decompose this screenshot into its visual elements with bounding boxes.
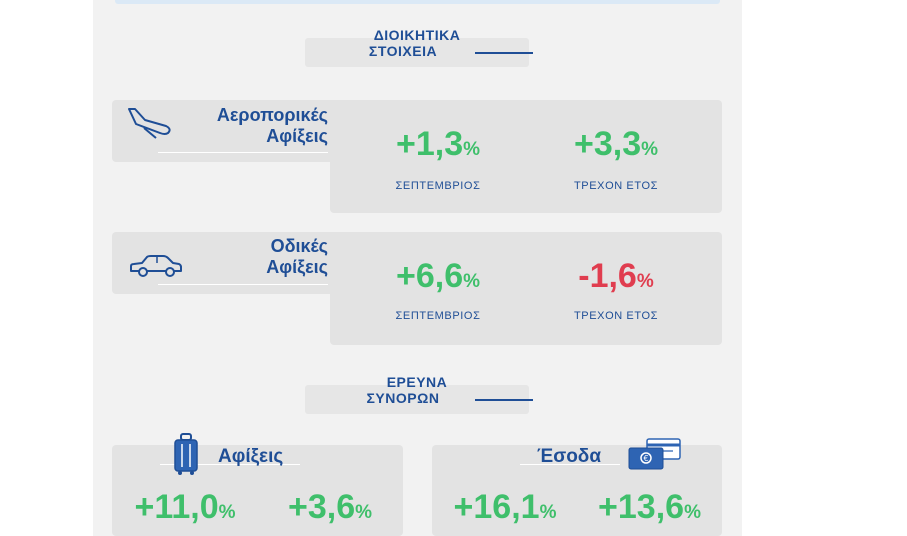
luggage-icon (174, 433, 198, 475)
section-header-line2: ΣΥΝΟΡΩΝ (366, 390, 440, 406)
air-arrivals-label: Αεροπορικές Αφίξεις (170, 105, 328, 147)
section-header-underline (475, 399, 533, 401)
road-ytd-caption: ΤΡΕΧΟΝ ΕΤΟΣ (573, 310, 659, 322)
road-arrivals-label-line2: Αφίξεις (266, 257, 328, 277)
road-arrivals-underline (158, 284, 328, 285)
section-header-line2: ΣΤΟΙΧΕΙΑ (368, 43, 438, 59)
section-header-admin: ΔΙΟΙΚΗΤΙΚΑ ΣΤΟΙΧΕΙΑ (305, 28, 533, 67)
air-month-caption: ΣΕΠΤΕΜΒΡΙΟΣ (395, 180, 481, 192)
road-ytd-value: -1,6% (578, 257, 654, 295)
survey-revenue-month-value: +16,1% (453, 488, 557, 526)
section-header-line1: ΔΙΟΙΚΗΤΙΚΑ (373, 27, 461, 43)
section-header-line1: ΕΡΕΥΝΑ (386, 374, 448, 390)
survey-arrivals-ytd-value: +3,6% (287, 488, 373, 526)
section-header-survey: ΕΡΕΥΝΑ ΣΥΝΟΡΩΝ (305, 375, 533, 414)
road-arrivals-label-line1: Οδικές (270, 236, 328, 256)
top-banner-edge (115, 0, 720, 4)
money-card-icon: € (628, 438, 681, 470)
air-ytd-value: +3,3% (573, 125, 659, 163)
car-icon (130, 255, 182, 277)
survey-arrivals-box (112, 445, 403, 536)
road-month-caption: ΣΕΠΤΕΜΒΡΙΟΣ (395, 310, 481, 322)
road-arrivals-label: Οδικές Αφίξεις (170, 236, 328, 278)
road-month-value: +6,6% (395, 257, 481, 295)
survey-revenue-underline (520, 464, 620, 465)
svg-text:€: € (643, 454, 648, 463)
section-header-underline (475, 52, 533, 54)
air-arrivals-box (330, 100, 722, 213)
road-arrivals-tab (112, 232, 362, 294)
air-arrivals-underline (158, 152, 328, 153)
survey-arrivals-month-value: +11,0% (134, 488, 236, 526)
air-arrivals-label-line2: Αφίξεις (266, 126, 328, 146)
survey-revenue-box (432, 445, 722, 536)
air-ytd-caption: ΤΡΕΧΟΝ ΕΤΟΣ (573, 180, 659, 192)
airplane-icon (128, 108, 171, 139)
air-arrivals-label-line1: Αεροπορικές (216, 105, 328, 125)
survey-revenue-ytd-value: +13,6% (598, 488, 701, 526)
road-arrivals-box (330, 232, 722, 345)
survey-arrivals-underline (160, 464, 300, 465)
survey-revenue-label: Έσοδα (537, 446, 602, 467)
air-month-value: +1,3% (395, 125, 481, 163)
survey-arrivals-label: Αφίξεις (218, 446, 284, 467)
